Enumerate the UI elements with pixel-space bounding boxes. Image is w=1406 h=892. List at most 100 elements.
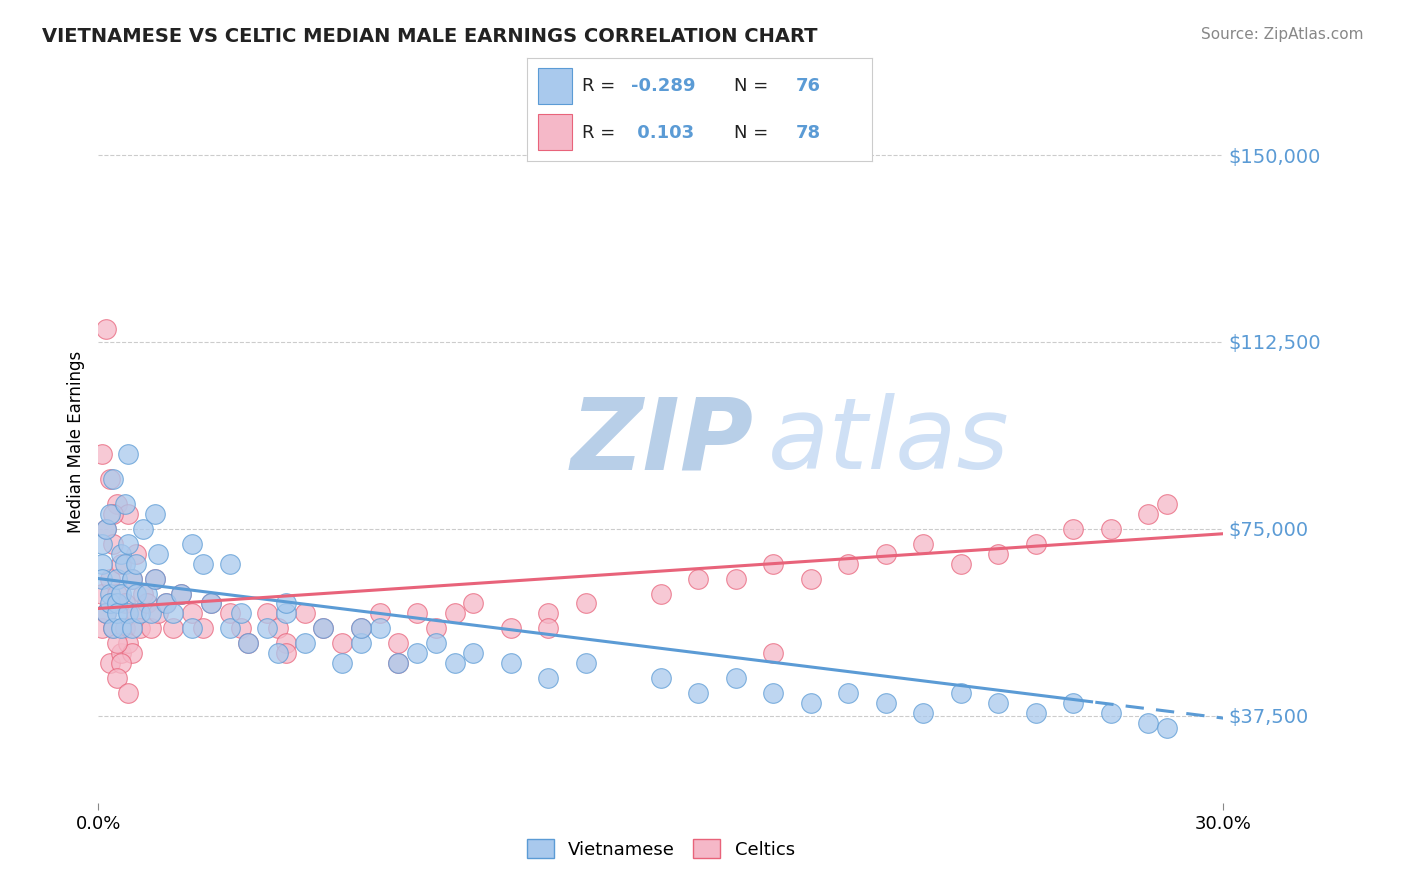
Point	[103, 621, 125, 635]
Point	[368, 607, 391, 621]
Point	[121, 621, 143, 635]
Point	[330, 636, 353, 650]
Point	[117, 507, 139, 521]
Point	[125, 607, 148, 621]
Point	[256, 607, 278, 621]
Point	[91, 557, 114, 571]
Point	[98, 657, 121, 671]
Point	[762, 646, 785, 660]
Point	[110, 621, 132, 635]
Point	[987, 696, 1010, 710]
Point	[114, 497, 136, 511]
Point	[114, 621, 136, 635]
Point	[132, 586, 155, 600]
Point	[128, 607, 150, 621]
Point	[143, 572, 166, 586]
Point	[312, 621, 335, 635]
Point	[912, 706, 935, 720]
Point	[724, 572, 747, 586]
Text: N =: N =	[734, 77, 773, 95]
Point	[443, 607, 465, 621]
Point	[312, 621, 335, 635]
Point	[117, 607, 139, 621]
Point	[91, 572, 114, 586]
Point	[94, 522, 117, 536]
Point	[218, 621, 240, 635]
Point	[91, 447, 114, 461]
Point	[105, 671, 128, 685]
Point	[200, 597, 222, 611]
Point	[136, 586, 159, 600]
Point	[162, 621, 184, 635]
Point	[463, 646, 485, 660]
Text: R =: R =	[582, 124, 621, 142]
Y-axis label: Median Male Earnings: Median Male Earnings	[66, 351, 84, 533]
Point	[387, 657, 409, 671]
Text: ZIP: ZIP	[571, 393, 754, 490]
Point	[125, 586, 148, 600]
Point	[105, 636, 128, 650]
Point	[875, 547, 897, 561]
Point	[143, 507, 166, 521]
Point	[91, 586, 114, 600]
Point	[103, 537, 125, 551]
Point	[105, 497, 128, 511]
Point	[1025, 706, 1047, 720]
Point	[350, 621, 373, 635]
Point	[148, 607, 170, 621]
Point	[537, 671, 560, 685]
Point	[117, 447, 139, 461]
Point	[121, 572, 143, 586]
Point	[181, 537, 204, 551]
Point	[837, 686, 859, 700]
Point	[294, 636, 316, 650]
Point	[162, 607, 184, 621]
Point	[94, 522, 117, 536]
Point	[350, 636, 373, 650]
Point	[110, 586, 132, 600]
Point	[98, 597, 121, 611]
Point	[425, 636, 447, 650]
Point	[103, 472, 125, 486]
Point	[103, 507, 125, 521]
Point	[267, 621, 290, 635]
Text: VIETNAMESE VS CELTIC MEDIAN MALE EARNINGS CORRELATION CHART: VIETNAMESE VS CELTIC MEDIAN MALE EARNING…	[42, 27, 818, 45]
Point	[125, 547, 148, 561]
Point	[193, 621, 215, 635]
Point	[94, 607, 117, 621]
Text: 76: 76	[796, 77, 821, 95]
Point	[267, 646, 290, 660]
Point	[949, 686, 972, 700]
Point	[121, 572, 143, 586]
Point	[94, 607, 117, 621]
Point	[181, 621, 204, 635]
Text: atlas: atlas	[768, 393, 1010, 490]
Point	[800, 696, 823, 710]
Point	[117, 686, 139, 700]
Point	[105, 607, 128, 621]
Point	[132, 522, 155, 536]
Point	[499, 657, 522, 671]
Point	[114, 557, 136, 571]
Point	[143, 572, 166, 586]
Point	[110, 557, 132, 571]
Point	[274, 636, 297, 650]
Point	[406, 646, 429, 660]
Point	[1025, 537, 1047, 551]
Point	[274, 597, 297, 611]
Point	[650, 586, 672, 600]
Bar	[537, 69, 572, 104]
Point	[1099, 522, 1122, 536]
Point	[1156, 721, 1178, 735]
Point	[256, 621, 278, 635]
Point	[121, 646, 143, 660]
Point	[238, 636, 260, 650]
Point	[406, 607, 429, 621]
Point	[155, 597, 177, 611]
Point	[387, 636, 409, 650]
Point	[117, 636, 139, 650]
Point	[575, 597, 598, 611]
Point	[136, 597, 159, 611]
Point	[762, 686, 785, 700]
Point	[110, 657, 132, 671]
